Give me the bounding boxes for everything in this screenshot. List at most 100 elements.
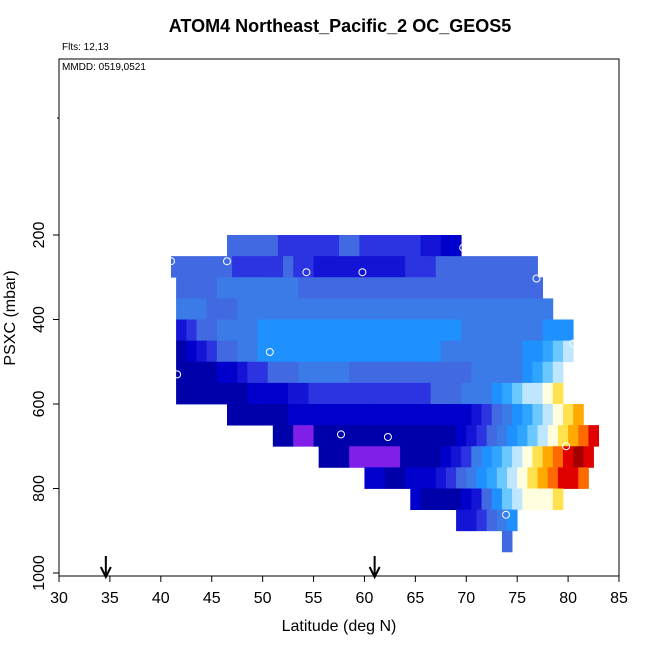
heatmap-cell — [461, 382, 472, 405]
heatmap-cell — [196, 319, 208, 342]
heatmap-cell — [507, 509, 518, 532]
sample-marker — [459, 243, 468, 252]
heatmap-cell — [364, 256, 376, 278]
heatmap-cell — [451, 361, 462, 384]
heatmap-cell — [206, 298, 218, 320]
heatmap-cell — [288, 382, 299, 405]
heatmap-cell — [552, 488, 564, 511]
heatmap-cell — [237, 235, 248, 257]
heatmap-cell — [247, 361, 258, 384]
heatmap-cell — [400, 298, 411, 320]
sample-marker — [562, 442, 571, 451]
heatmap-cell — [237, 382, 248, 405]
heatmap-cell — [374, 425, 386, 447]
heatmap-cell — [420, 319, 432, 342]
heatmap-cell — [369, 298, 381, 320]
y-tick-label: 200 — [31, 222, 48, 249]
heatmap-cell — [461, 488, 472, 511]
heatmap-cell — [206, 361, 218, 384]
heatmap-cell — [400, 235, 411, 257]
heatmap-cell — [507, 425, 518, 447]
heatmap-cell — [430, 235, 442, 257]
heatmap-cell — [522, 277, 533, 299]
x-tick-label: 85 — [610, 590, 628, 607]
heatmap-cell — [221, 256, 233, 278]
heatmap-cell — [440, 361, 452, 384]
heatmap-cell — [466, 256, 477, 278]
heatmap-cell — [491, 404, 503, 426]
heatmap-cell — [339, 340, 350, 363]
heatmap-cell — [420, 235, 432, 257]
y-tick-label: 800 — [31, 475, 48, 502]
heatmap-cell — [303, 425, 314, 447]
heatmap-cell — [384, 425, 396, 447]
heatmap-cell — [277, 404, 289, 426]
heatmap-cell — [491, 319, 503, 342]
sample-marker — [383, 433, 392, 441]
heatmap-cell — [415, 467, 426, 489]
heatmap-cell — [486, 509, 498, 532]
heatmap-cell — [293, 256, 304, 278]
heatmap-cell — [440, 488, 452, 511]
heatmap-cell — [298, 277, 309, 299]
heatmap-cell — [491, 382, 503, 405]
heatmap-cell — [328, 298, 340, 320]
heatmap-cell — [277, 382, 289, 405]
heatmap-cell — [542, 488, 554, 511]
heatmap-cell — [379, 319, 391, 342]
heatmap-cell — [257, 361, 269, 384]
heatmap-cell — [206, 382, 218, 405]
heatmap-cell — [573, 404, 584, 426]
heatmap-cell — [171, 256, 182, 278]
heatmap-cell — [491, 340, 503, 363]
sample-markers — [167, 243, 578, 519]
heatmap-cell — [400, 319, 411, 342]
heatmap-cell — [440, 277, 452, 299]
heatmap-cell — [420, 488, 432, 511]
heatmap-cell — [552, 404, 564, 426]
heatmap-cell — [389, 277, 401, 299]
heatmap-cell — [247, 404, 258, 426]
heatmap-cell — [491, 488, 503, 511]
heatmap-cell — [257, 382, 269, 405]
heatmap-cell — [298, 298, 309, 320]
heatmap-cell — [451, 340, 462, 363]
heatmap-cell — [578, 425, 589, 447]
heatmap-cell — [216, 277, 228, 299]
heatmap-cell — [339, 277, 350, 299]
heatmap-cell — [318, 277, 330, 299]
heatmap-cell — [384, 467, 396, 489]
heatmap-cell — [542, 361, 554, 384]
heatmap-cell — [471, 382, 482, 405]
heatmap-cell — [405, 256, 416, 278]
heatmap-cell — [456, 425, 467, 447]
heatmap-cell — [216, 319, 228, 342]
flight-arrows — [99, 556, 381, 580]
heatmap-cell — [532, 404, 544, 426]
heatmap-cell — [547, 425, 559, 447]
heatmap-cell — [425, 467, 437, 489]
heatmap-cell — [400, 446, 411, 468]
heatmap-cell — [400, 404, 411, 426]
sample-marker — [167, 257, 175, 266]
heatmap-cell — [445, 425, 457, 447]
heatmap-cell — [522, 298, 533, 320]
heatmap-cell — [389, 361, 401, 384]
heatmap-cell — [532, 361, 544, 384]
heatmap-cell — [389, 404, 401, 426]
heatmap-cell — [501, 340, 513, 363]
heatmap-cell — [227, 361, 238, 384]
heatmap-cell — [410, 488, 421, 511]
heatmap-cell — [420, 277, 432, 299]
heatmap-cell — [298, 404, 309, 426]
heatmap-cell — [389, 382, 401, 405]
heatmap-cell — [512, 404, 523, 426]
heatmap-cell — [196, 298, 208, 320]
heatmap-cell — [298, 340, 309, 363]
heatmap-cell — [512, 361, 523, 384]
heatmap-cell — [196, 382, 208, 405]
heatmap-cell — [491, 361, 503, 384]
heatmap-cell — [349, 404, 360, 426]
y-tick-label: 600 — [31, 391, 48, 418]
heatmap-cell — [517, 467, 528, 489]
